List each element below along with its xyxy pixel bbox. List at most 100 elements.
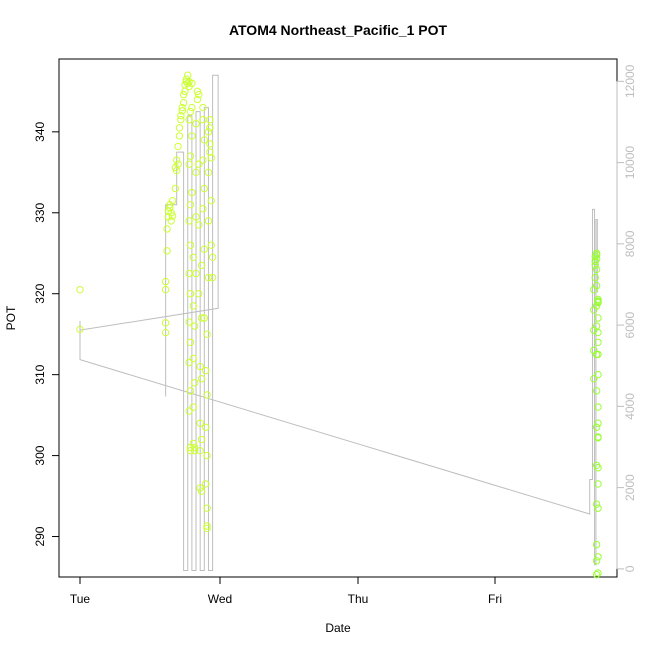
data-point	[179, 90, 188, 99]
data-point	[594, 434, 602, 442]
data-point	[594, 504, 602, 512]
data-point	[594, 350, 602, 359]
data-point	[204, 273, 213, 282]
data-point	[175, 124, 184, 132]
y-right-tick-label: 2000	[623, 474, 637, 501]
data-point	[200, 136, 209, 144]
data-point	[163, 225, 171, 233]
data-point	[172, 156, 181, 164]
data-point	[592, 387, 601, 395]
data-point	[161, 319, 170, 327]
data-point	[192, 120, 200, 128]
y-tick-label: 320	[33, 283, 47, 303]
data-point	[206, 140, 214, 148]
data-point	[592, 265, 601, 274]
data-point	[199, 103, 207, 112]
data-point	[184, 71, 192, 79]
data-point	[195, 221, 203, 229]
data-point	[189, 253, 197, 261]
y-tick-label: 290	[33, 526, 47, 546]
data-point	[208, 253, 217, 261]
x-tick-label: Thu	[348, 592, 369, 606]
data-point	[184, 79, 192, 87]
data-point	[196, 447, 204, 455]
data-point	[192, 213, 200, 221]
data-point	[594, 338, 602, 346]
data-point	[163, 247, 171, 255]
data-point	[197, 487, 206, 495]
data-point	[168, 196, 177, 205]
plot-frame	[58, 58, 618, 578]
data-point	[186, 107, 195, 116]
x-axis-label: Date	[325, 621, 351, 635]
data-point	[592, 570, 601, 579]
y-right-tick-label: 0	[623, 565, 637, 572]
data-point	[195, 160, 203, 168]
data-point	[592, 557, 601, 565]
data-point	[186, 241, 195, 249]
data-point	[175, 132, 184, 140]
data-point	[161, 328, 170, 337]
data-point	[185, 358, 193, 367]
data-point	[190, 447, 199, 455]
x-tick-label: Tue	[70, 592, 91, 606]
data-point	[206, 124, 214, 132]
data-point	[592, 423, 601, 431]
data-point	[197, 314, 206, 322]
data-point	[188, 188, 196, 197]
y-tick-label: 340	[33, 122, 47, 142]
data-point	[195, 90, 203, 99]
data-point	[185, 269, 193, 278]
data-point	[167, 217, 175, 225]
data-point	[188, 79, 196, 87]
x-tick-label: Wed	[208, 592, 232, 606]
data-point	[203, 524, 211, 533]
data-point	[190, 379, 199, 387]
data-point	[594, 314, 602, 322]
data-point	[594, 419, 602, 427]
data-point	[203, 391, 211, 399]
y-right-tick-label: 10000	[623, 146, 637, 180]
data-point	[188, 103, 196, 112]
data-point	[202, 480, 210, 488]
data-point	[202, 366, 210, 375]
data-point	[177, 116, 185, 124]
y-axis-label: POT	[4, 305, 18, 330]
data-point	[203, 504, 211, 512]
data-point	[186, 152, 195, 160]
series-line-left	[79, 74, 219, 572]
data-point	[204, 168, 213, 177]
data-point	[185, 318, 193, 326]
data-point	[207, 196, 215, 205]
data-point	[202, 423, 210, 431]
data-point	[161, 285, 170, 294]
y-right-tick-label: 12000	[623, 64, 637, 98]
data-point	[203, 330, 211, 338]
data-point	[196, 484, 204, 492]
y-tick-label: 310	[33, 364, 47, 384]
data-point	[185, 116, 193, 124]
data-point	[168, 212, 177, 220]
series-lines	[79, 74, 598, 572]
y-right-tick-label: 6000	[623, 311, 637, 338]
data-point	[204, 128, 213, 136]
data-point	[591, 273, 599, 282]
data-point	[192, 168, 200, 177]
data-point	[592, 281, 601, 290]
data-point	[189, 302, 197, 310]
data-point	[200, 245, 209, 253]
data-point	[171, 184, 180, 193]
data-point	[594, 480, 602, 488]
data-point	[200, 314, 209, 322]
data-point	[207, 241, 215, 249]
data-point	[594, 553, 602, 561]
y-tick-label: 300	[33, 445, 47, 465]
data-point	[174, 142, 182, 151]
data-point	[185, 407, 193, 415]
data-point	[594, 569, 602, 577]
data-point	[594, 370, 602, 379]
data-point	[189, 439, 197, 448]
data-point	[196, 419, 204, 427]
data-point	[188, 132, 196, 140]
x-tick-label: Fri	[488, 592, 502, 606]
